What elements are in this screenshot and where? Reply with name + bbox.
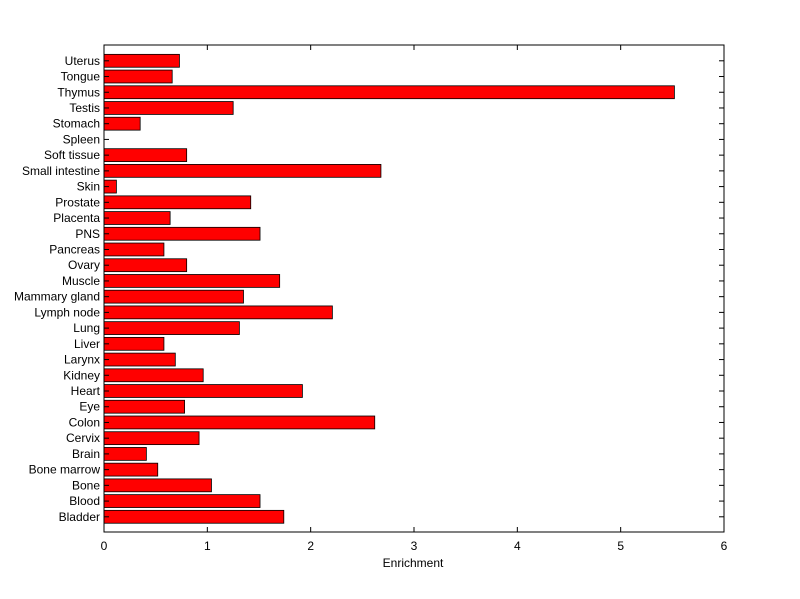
x-tick-label: 0 — [101, 539, 108, 553]
bar — [103, 53, 180, 68]
bar — [103, 352, 176, 367]
bar — [103, 384, 303, 398]
bar — [103, 164, 382, 178]
y-tick-label: Kidney — [63, 368, 100, 382]
y-tick-label: Testis — [69, 101, 100, 115]
bar — [103, 116, 141, 131]
y-tick-label: Ovary — [68, 258, 100, 272]
bar — [103, 274, 281, 288]
y-tick-label: Pancreas — [49, 242, 100, 256]
bar — [103, 226, 261, 241]
y-tick-label: Spleen — [63, 132, 100, 146]
bar — [103, 336, 165, 351]
y-tick-label: Bone — [72, 478, 100, 492]
plot-frame — [103, 44, 725, 533]
y-tick-label: Blood — [69, 494, 100, 508]
y-tick-label: Liver — [74, 337, 100, 351]
y-tick-label: Lymph node — [34, 305, 100, 319]
bar — [103, 415, 376, 430]
y-tick-label: Stomach — [53, 117, 100, 131]
y-tick-label: Lung — [73, 321, 100, 335]
y-tick-label: Prostate — [55, 195, 100, 209]
y-tick-label: Thymus — [57, 85, 100, 99]
bar — [103, 509, 285, 524]
y-tick-label: Soft tissue — [44, 148, 100, 162]
x-tick-label: 3 — [411, 539, 418, 553]
x-tick-label: 2 — [307, 539, 314, 553]
bar — [103, 85, 675, 100]
bar — [103, 321, 240, 335]
bar — [103, 242, 165, 257]
bar — [103, 462, 159, 477]
x-axis-label: Enrichment — [383, 556, 444, 570]
y-tick-label: Larynx — [64, 353, 100, 367]
y-tick-label: Cervix — [66, 431, 100, 445]
bar — [103, 195, 252, 210]
bar — [103, 305, 333, 320]
bar — [103, 431, 200, 446]
y-tick-label: Eye — [79, 400, 100, 414]
bar — [103, 494, 261, 508]
x-tick-label: 4 — [514, 539, 521, 553]
bar — [103, 289, 244, 304]
bar — [103, 101, 234, 115]
bar — [103, 368, 204, 383]
y-tick-label: Brain — [72, 447, 100, 461]
x-tick-label: 1 — [204, 539, 211, 553]
y-tick-label: Bone marrow — [29, 463, 101, 477]
x-tick-label: 6 — [721, 539, 728, 553]
bar — [103, 211, 171, 225]
y-tick-label: Skin — [77, 180, 100, 194]
bar — [103, 447, 147, 461]
plot-background — [104, 45, 724, 532]
bar — [103, 399, 185, 414]
y-tick-label: Colon — [69, 415, 100, 429]
y-tick-label: Mammary gland — [14, 290, 100, 304]
bar — [103, 148, 188, 162]
bar — [103, 69, 173, 84]
y-tick-label: Uterus — [65, 54, 100, 68]
y-tick-label: Tongue — [61, 70, 101, 84]
x-tick-label: 5 — [617, 539, 624, 553]
y-tick-label: Small intestine — [22, 164, 100, 178]
y-tick-label: Bladder — [59, 510, 100, 524]
y-tick-label: Muscle — [62, 274, 100, 288]
y-tick-label: Heart — [71, 384, 101, 398]
y-tick-label: PNS — [75, 227, 100, 241]
bar — [103, 258, 188, 273]
bar — [103, 478, 212, 493]
y-tick-label: Placenta — [53, 211, 100, 225]
